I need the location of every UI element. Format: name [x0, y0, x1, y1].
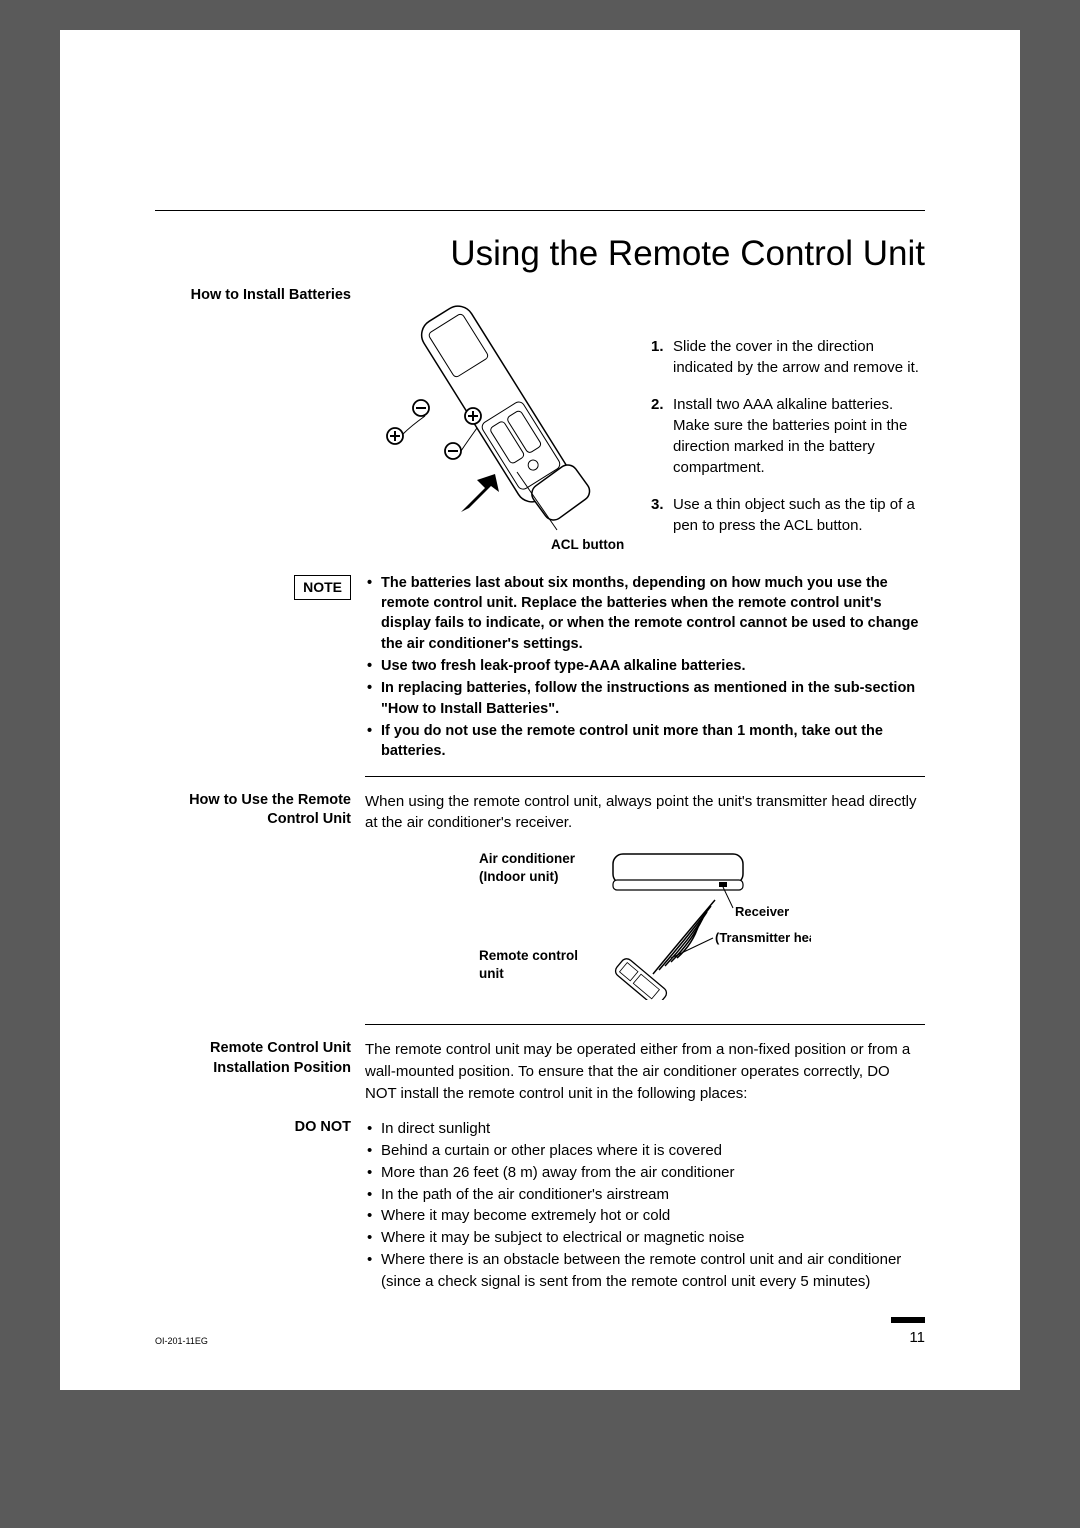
section-install-batteries: How to Install Batteries — [155, 286, 925, 555]
doc-code: OI-201-11EG — [155, 1335, 208, 1348]
footer-bar — [891, 1317, 925, 1323]
donot-item: Where there is an obstacle between the r… — [365, 1249, 925, 1293]
step-3: Use a thin object such as the tip of a p… — [651, 494, 925, 536]
donot-item: Behind a curtain or other places where i… — [365, 1140, 925, 1162]
note-item: If you do not use the remote control uni… — [365, 721, 925, 762]
step-1: Slide the cover in the direction indicat… — [651, 336, 925, 378]
page-title: Using the Remote Control Unit — [155, 229, 925, 278]
howto-label: How to Use the Remote Control Unit — [155, 791, 365, 1011]
donot-label: DO NOT — [155, 1118, 365, 1292]
transmitter-text: (Transmitter head) — [715, 930, 811, 945]
install-steps: Slide the cover in the direction indicat… — [651, 286, 925, 552]
top-rule — [155, 210, 925, 211]
donot-item: In direct sunlight — [365, 1118, 925, 1140]
howto-text: When using the remote control unit, alwa… — [365, 791, 925, 835]
note-item: Use two fresh leak-proof type-AAA alkali… — [365, 656, 925, 676]
section-divider — [365, 1024, 925, 1025]
page-number: 11 — [909, 1329, 925, 1346]
donot-item: Where it may become extremely hot or col… — [365, 1205, 925, 1227]
installpos-label: Remote Control Unit Installation Positio… — [155, 1039, 365, 1104]
note-block: NOTE The batteries last about six months… — [155, 573, 925, 764]
receiver-text: Receiver — [735, 904, 789, 919]
install-content: Slide the cover in the direction indicat… — [365, 286, 925, 555]
note-item: In replacing batteries, follow the instr… — [365, 678, 925, 719]
install-label: How to Install Batteries — [155, 286, 365, 555]
donot-list: In direct sunlight Behind a curtain or o… — [365, 1118, 925, 1292]
donot-item: Where it may be subject to electrical or… — [365, 1227, 925, 1249]
installpos-text: The remote control unit may be operated … — [365, 1039, 925, 1104]
remote-battery-diagram — [365, 286, 625, 552]
note-item: The batteries last about six months, dep… — [365, 573, 925, 654]
section-do-not: DO NOT In direct sunlight Behind a curta… — [155, 1118, 925, 1292]
donot-item: More than 26 feet (8 m) away from the ai… — [365, 1162, 925, 1184]
section-install-position: Remote Control Unit Installation Positio… — [155, 1039, 925, 1104]
manual-page: Using the Remote Control Unit How to Ins… — [60, 30, 1020, 1390]
transmission-svg: Receiver (Transmitter head) — [601, 850, 811, 1000]
indoor-unit-label: Air conditioner (Indoor unit) — [479, 850, 589, 885]
step-2: Install two AAA alkaline batteries. Make… — [651, 394, 925, 478]
page-footer: OI-201-11EG 11 — [155, 1317, 925, 1348]
signal-diagram: Air conditioner (Indoor unit) Remote con… — [365, 850, 925, 1000]
remote-unit-label: Remote control unit — [479, 947, 589, 982]
donot-item: In the path of the air conditioner's air… — [365, 1184, 925, 1206]
howto-content: When using the remote control unit, alwa… — [365, 791, 925, 1011]
note-content: The batteries last about six months, dep… — [365, 573, 925, 764]
section-how-to-use: How to Use the Remote Control Unit When … — [155, 791, 925, 1011]
section-divider — [365, 776, 925, 777]
note-box: NOTE — [294, 575, 351, 601]
